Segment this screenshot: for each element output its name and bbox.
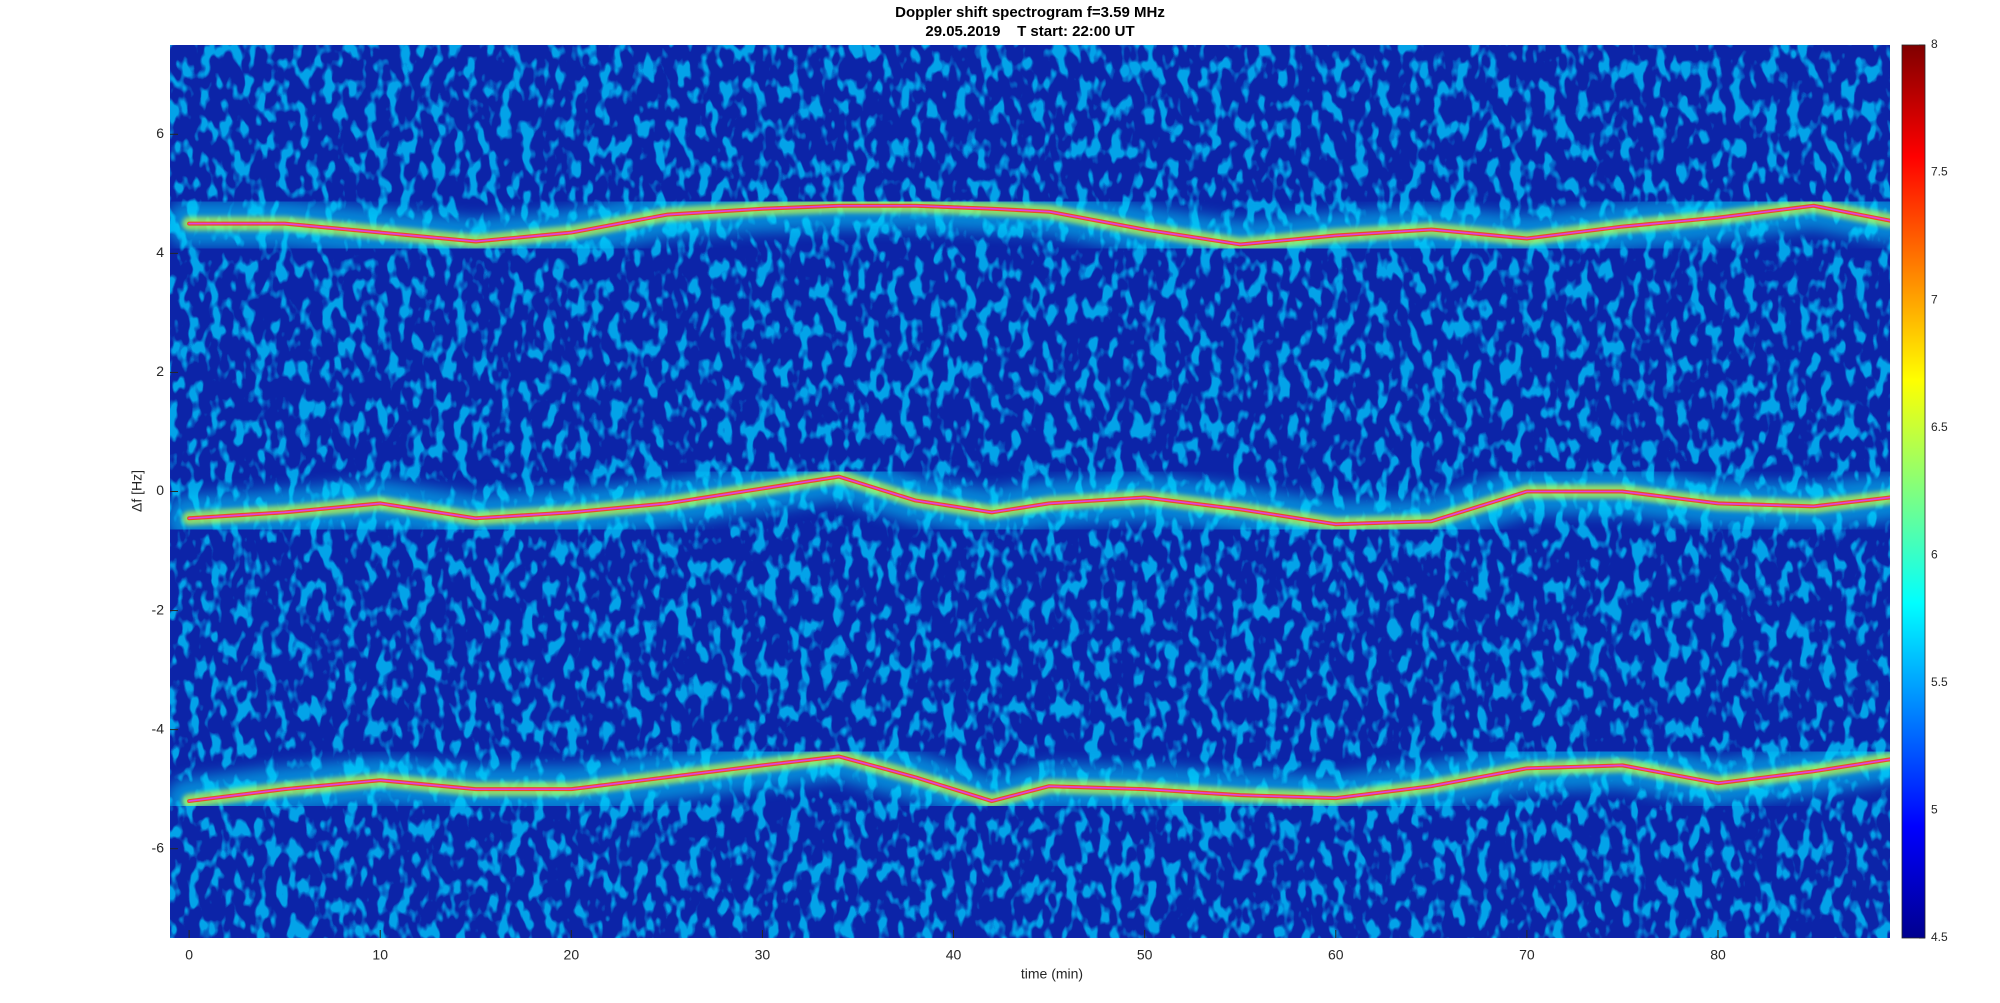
y-tick-label: -2 [152, 601, 165, 617]
x-tick-label: 80 [1710, 947, 1726, 963]
x-tick-label: 70 [1519, 947, 1535, 963]
chart-title: Doppler shift spectrogram f=3.59 MHz [895, 4, 1165, 21]
traces [170, 182, 1890, 825]
x-tick-label: 10 [372, 947, 388, 963]
trace-line [188, 755, 1890, 802]
y-axis-label: Δf [Hz] [129, 470, 145, 512]
colorbar-tick-label: 7 [1931, 292, 1938, 306]
x-tick-label: 0 [185, 947, 193, 963]
x-tick-label: 20 [564, 947, 580, 963]
colorbar-tick-label: 6.5 [1931, 420, 1948, 434]
colorbar-tick-label: 8 [1931, 37, 1938, 51]
y-tick-label: 0 [156, 482, 164, 498]
x-axis-label: time (min) [1021, 966, 1083, 982]
y-tick-label: -6 [152, 839, 165, 855]
x-tick-label: 30 [755, 947, 771, 963]
y-tick-label: 4 [156, 244, 164, 260]
axes: 0 10 20 30 40 50 60 70 80 -6 -4 -2 0 2 4 6 4.5 5 5.5 6 6.5 7 7… [152, 37, 1948, 963]
y-tick-label: 6 [156, 125, 164, 141]
colorbar-tick-label: 7.5 [1931, 165, 1948, 179]
colorbar-tick-label: 5.5 [1931, 675, 1948, 689]
x-tick-label: 60 [1328, 947, 1344, 963]
x-tick-label: 50 [1137, 947, 1153, 963]
colorbar-tick-label: 5 [1931, 803, 1938, 817]
colorbar [1901, 44, 1926, 939]
plot-area [170, 45, 1890, 938]
y-tick-label: 2 [156, 363, 164, 379]
colorbar-tick-label: 4.5 [1931, 930, 1948, 944]
chart-subtitle: 29.05.2019 T start: 22:00 UT [925, 23, 1134, 40]
x-tick-label: 40 [946, 947, 962, 963]
trace-line [188, 204, 1890, 246]
y-tick-label: -4 [152, 720, 165, 736]
trace-line [188, 475, 1890, 526]
colorbar-tick-label: 6 [1931, 547, 1938, 561]
